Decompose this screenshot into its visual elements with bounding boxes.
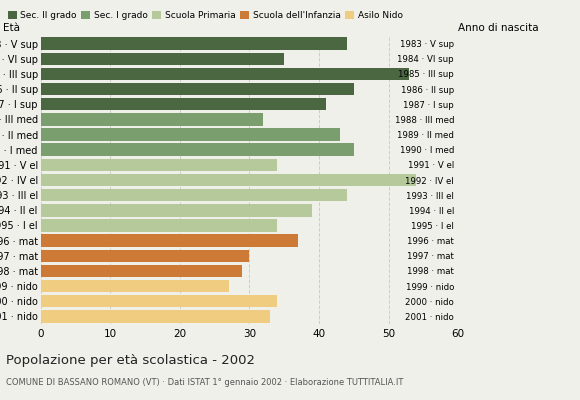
- Legend: Sec. II grado, Sec. I grado, Scuola Primaria, Scuola dell'Infanzia, Asilo Nido: Sec. II grado, Sec. I grado, Scuola Prim…: [8, 11, 403, 20]
- Bar: [41, 159, 277, 171]
- Bar: [41, 68, 409, 80]
- Bar: [41, 52, 284, 65]
- Bar: [41, 204, 312, 216]
- Bar: [41, 265, 242, 277]
- Text: Popolazione per età scolastica - 2002: Popolazione per età scolastica - 2002: [6, 354, 255, 367]
- Bar: [41, 128, 340, 141]
- Text: Età: Età: [3, 23, 20, 33]
- Text: Anno di nascita: Anno di nascita: [458, 23, 539, 33]
- Bar: [41, 174, 416, 186]
- Bar: [41, 250, 249, 262]
- Bar: [41, 83, 354, 95]
- Bar: [41, 37, 347, 50]
- Bar: [41, 295, 277, 308]
- Bar: [41, 144, 354, 156]
- Bar: [41, 310, 270, 323]
- Bar: [41, 189, 347, 201]
- Bar: [41, 280, 229, 292]
- Text: COMUNE DI BASSANO ROMANO (VT) · Dati ISTAT 1° gennaio 2002 · Elaborazione TUTTIT: COMUNE DI BASSANO ROMANO (VT) · Dati IST…: [6, 378, 403, 387]
- Bar: [41, 113, 263, 126]
- Bar: [41, 234, 298, 247]
- Bar: [41, 219, 277, 232]
- Bar: [41, 98, 326, 110]
